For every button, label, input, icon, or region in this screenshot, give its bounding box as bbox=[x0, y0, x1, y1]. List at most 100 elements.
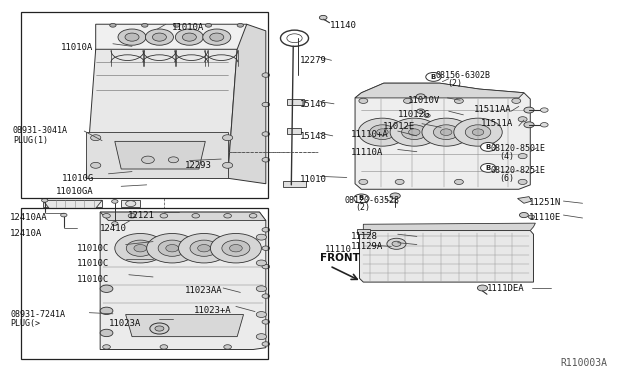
Circle shape bbox=[150, 323, 169, 334]
Circle shape bbox=[256, 334, 266, 340]
Circle shape bbox=[524, 122, 534, 128]
Circle shape bbox=[175, 29, 204, 45]
Text: 08120-63528: 08120-63528 bbox=[344, 196, 399, 205]
Circle shape bbox=[42, 199, 48, 202]
Polygon shape bbox=[96, 24, 246, 51]
Circle shape bbox=[182, 33, 196, 41]
Circle shape bbox=[166, 244, 179, 252]
Circle shape bbox=[147, 234, 198, 263]
Text: 11023A: 11023A bbox=[108, 319, 141, 328]
Circle shape bbox=[477, 285, 488, 291]
Circle shape bbox=[370, 125, 395, 140]
Text: 08156-6302B: 08156-6302B bbox=[436, 71, 491, 80]
Circle shape bbox=[524, 107, 534, 113]
Text: 11129A: 11129A bbox=[351, 241, 383, 251]
Circle shape bbox=[416, 94, 425, 99]
Text: FRONT: FRONT bbox=[320, 253, 360, 263]
Polygon shape bbox=[43, 200, 102, 208]
Text: 11010V: 11010V bbox=[408, 96, 440, 105]
Circle shape bbox=[210, 33, 224, 41]
Text: 11511AA: 11511AA bbox=[474, 105, 512, 114]
Circle shape bbox=[262, 132, 269, 136]
Circle shape bbox=[433, 125, 459, 140]
Circle shape bbox=[100, 285, 113, 292]
Circle shape bbox=[256, 260, 266, 266]
Text: 12279: 12279 bbox=[300, 56, 326, 65]
Text: 08931-7241A: 08931-7241A bbox=[10, 310, 65, 319]
Circle shape bbox=[262, 342, 269, 346]
Polygon shape bbox=[125, 314, 244, 337]
Circle shape bbox=[354, 194, 369, 203]
Text: (2): (2) bbox=[355, 203, 370, 212]
Circle shape bbox=[173, 23, 180, 27]
Circle shape bbox=[152, 33, 166, 41]
Text: 15146: 15146 bbox=[300, 100, 326, 109]
Circle shape bbox=[168, 157, 179, 163]
Circle shape bbox=[262, 73, 269, 77]
Circle shape bbox=[102, 345, 110, 349]
Circle shape bbox=[529, 215, 535, 219]
Bar bbox=[20, 208, 268, 359]
Circle shape bbox=[358, 118, 406, 146]
Text: 08931-3041A: 08931-3041A bbox=[13, 126, 68, 135]
Text: 11251N: 11251N bbox=[529, 199, 561, 208]
Text: 15148: 15148 bbox=[300, 132, 326, 141]
Circle shape bbox=[141, 156, 154, 163]
Circle shape bbox=[512, 98, 521, 103]
Circle shape bbox=[128, 214, 136, 218]
Circle shape bbox=[454, 98, 463, 103]
Circle shape bbox=[256, 286, 266, 292]
Text: 12410: 12410 bbox=[100, 224, 127, 233]
Text: 11010A: 11010A bbox=[172, 23, 204, 32]
Circle shape bbox=[424, 114, 430, 118]
Circle shape bbox=[520, 212, 529, 218]
Circle shape bbox=[237, 23, 244, 27]
Text: 1111DEA: 1111DEA bbox=[487, 284, 525, 293]
Circle shape bbox=[141, 23, 148, 27]
Circle shape bbox=[390, 193, 400, 199]
Polygon shape bbox=[355, 83, 531, 189]
Polygon shape bbox=[364, 223, 536, 231]
Text: 11010: 11010 bbox=[300, 175, 326, 184]
Text: 12410AA: 12410AA bbox=[10, 213, 48, 222]
Text: PLUG(>: PLUG(> bbox=[10, 319, 40, 328]
Circle shape bbox=[160, 214, 168, 218]
Circle shape bbox=[540, 108, 548, 112]
Circle shape bbox=[395, 179, 404, 185]
Circle shape bbox=[190, 240, 218, 256]
Text: B: B bbox=[359, 195, 364, 202]
Circle shape bbox=[179, 234, 230, 263]
Circle shape bbox=[359, 179, 368, 185]
Text: 11110E: 11110E bbox=[529, 213, 561, 222]
Circle shape bbox=[262, 294, 269, 298]
Circle shape bbox=[262, 228, 269, 232]
Circle shape bbox=[222, 240, 250, 256]
Circle shape bbox=[224, 345, 232, 349]
Text: 11128: 11128 bbox=[351, 232, 378, 241]
Circle shape bbox=[518, 117, 527, 122]
Circle shape bbox=[205, 23, 212, 27]
Circle shape bbox=[440, 129, 452, 135]
Circle shape bbox=[111, 222, 118, 225]
Text: 11110+A: 11110+A bbox=[351, 129, 388, 139]
Circle shape bbox=[417, 109, 424, 113]
Circle shape bbox=[100, 329, 113, 337]
Circle shape bbox=[223, 135, 233, 141]
Circle shape bbox=[223, 162, 233, 168]
Circle shape bbox=[359, 98, 368, 103]
Circle shape bbox=[91, 162, 100, 168]
Polygon shape bbox=[355, 83, 524, 98]
Polygon shape bbox=[121, 200, 140, 207]
Circle shape bbox=[155, 326, 164, 331]
Circle shape bbox=[454, 179, 463, 185]
Circle shape bbox=[256, 312, 266, 317]
Polygon shape bbox=[518, 197, 532, 203]
Polygon shape bbox=[86, 132, 228, 178]
Circle shape bbox=[91, 135, 100, 141]
Circle shape bbox=[518, 154, 527, 159]
Text: (4): (4) bbox=[500, 152, 515, 161]
Text: 11023AA: 11023AA bbox=[185, 286, 223, 295]
Circle shape bbox=[262, 320, 269, 324]
Text: 11010GA: 11010GA bbox=[56, 187, 93, 196]
Circle shape bbox=[211, 234, 261, 263]
